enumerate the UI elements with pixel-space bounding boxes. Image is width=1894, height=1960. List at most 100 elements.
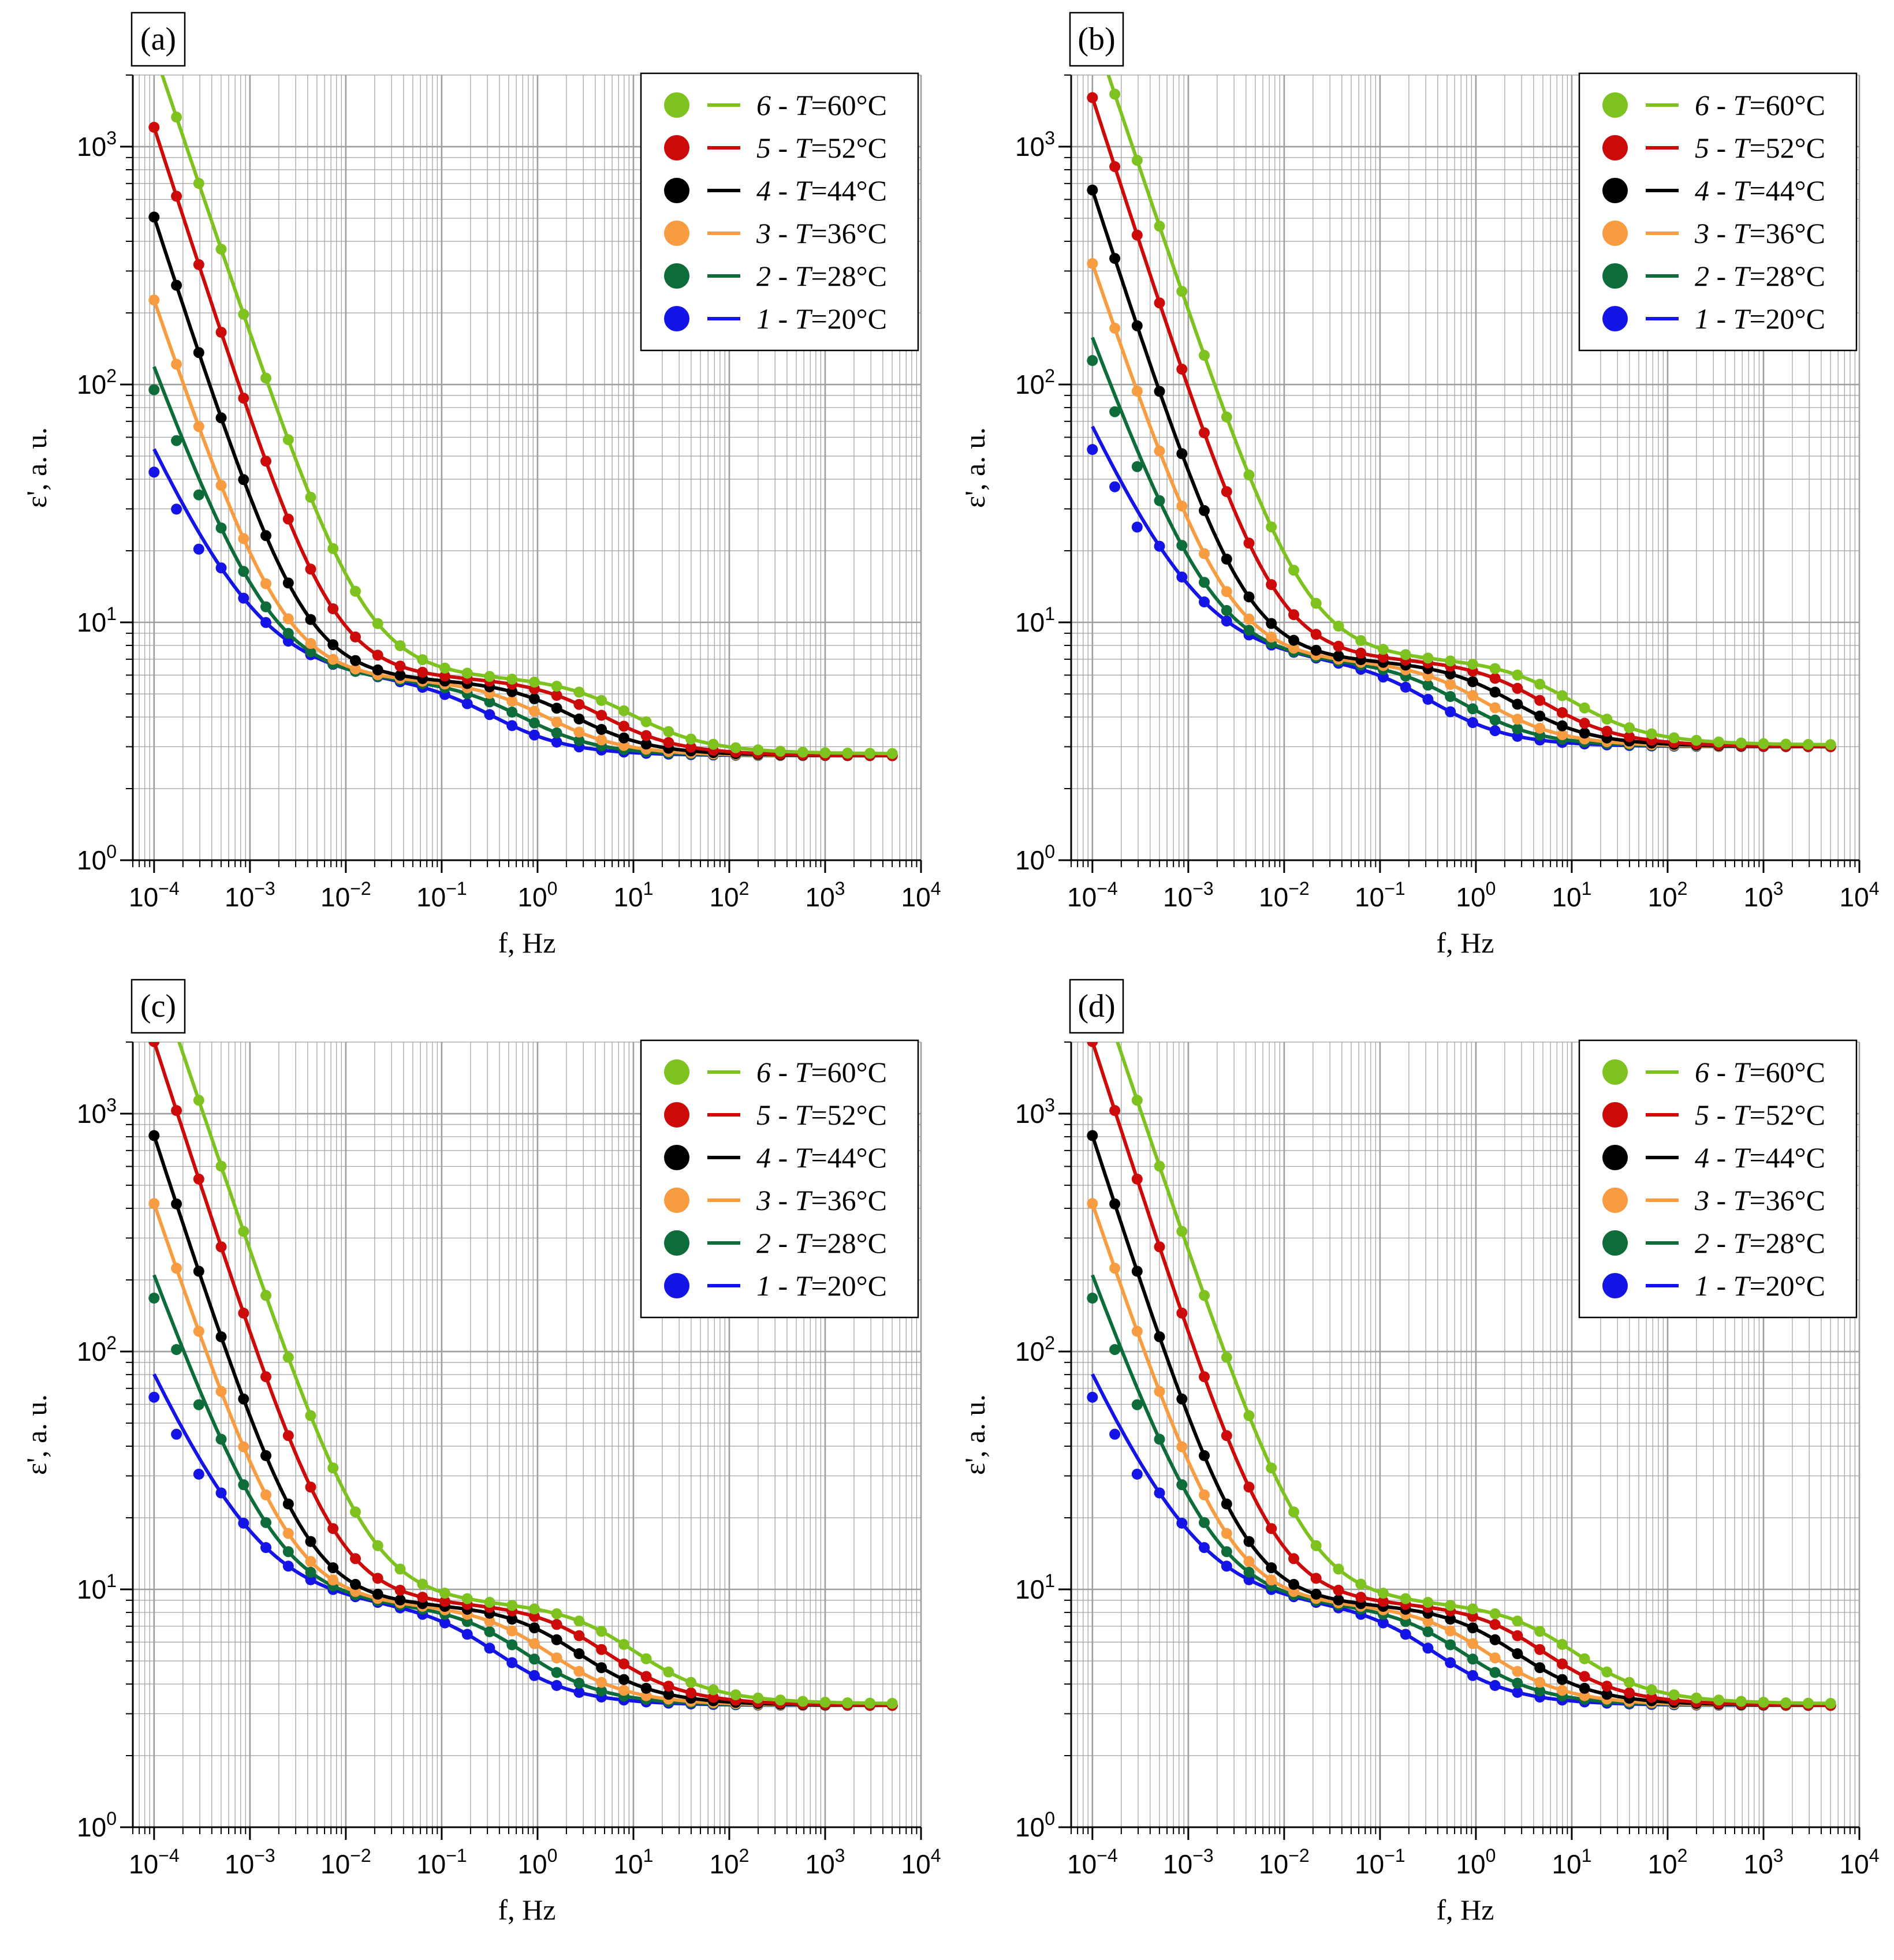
data-point-series-1 — [1176, 1517, 1188, 1529]
data-point-series-3 — [350, 663, 361, 675]
x-axis-title: f, Hz — [1437, 927, 1494, 959]
data-point-series-3 — [596, 1677, 607, 1688]
legend-label: 6 - T=60°C — [756, 89, 887, 121]
data-point-series-5 — [215, 327, 227, 338]
data-point-series-3 — [238, 1441, 249, 1453]
data-point-series-5 — [618, 720, 629, 732]
y-tick-label: 103 — [1015, 128, 1055, 162]
x-tick-exponent: 1 — [643, 878, 654, 899]
x-tick-base: 10 — [517, 882, 547, 912]
data-point-series-6 — [350, 585, 361, 597]
legend-label: 5 - T=52°C — [1695, 1099, 1825, 1131]
legend-series-number: 4 — [756, 174, 771, 207]
x-tick-exponent: −2 — [1288, 1845, 1309, 1866]
legend-label: 2 - T=28°C — [756, 260, 887, 292]
y-tick-exponent: 2 — [1045, 365, 1055, 386]
data-point-series-2 — [305, 1566, 316, 1578]
y-tick-base: 10 — [1015, 845, 1045, 875]
data-point-series-6 — [506, 673, 518, 685]
data-point-series-2 — [1131, 1399, 1143, 1410]
y-tick-label: 101 — [77, 603, 117, 637]
legend-box — [1578, 1039, 1858, 1319]
panel-2: 10−4 10−3 10−2 10−1 100 101 102 103 104100101102… — [959, 12, 1879, 959]
legend-marker — [664, 263, 689, 289]
data-point-series-5 — [573, 1630, 585, 1641]
x-tick-label: 103 — [805, 1845, 845, 1879]
data-point-series-6 — [350, 1506, 361, 1518]
data-point-series-5 — [1556, 707, 1568, 718]
x-tick-base: 10 — [1355, 882, 1384, 912]
data-point-series-2 — [238, 566, 249, 577]
data-point-series-6 — [1377, 1588, 1389, 1599]
data-point-series-6 — [1489, 1608, 1501, 1619]
y-tick-exponent: 2 — [106, 365, 117, 386]
data-point-series-1 — [1467, 717, 1478, 729]
data-point-series-6 — [484, 1597, 495, 1608]
data-point-series-6 — [1512, 669, 1523, 681]
data-point-series-3 — [1131, 386, 1143, 397]
legend-item-4: 4 - T=44°C — [1602, 1141, 1825, 1174]
data-point-series-6 — [797, 1696, 808, 1707]
data-point-series-6 — [864, 1697, 875, 1709]
data-point-series-4 — [171, 279, 182, 291]
data-point-series-4 — [1154, 1331, 1165, 1342]
series-1 — [1087, 1373, 1836, 1711]
x-tick-label: 10−1 — [416, 878, 467, 912]
legend-variable: T — [1733, 260, 1751, 292]
data-point-series-3 — [215, 1386, 227, 1397]
data-point-series-1 — [148, 466, 160, 478]
legend-item-6: 6 - T=60°C — [1602, 1056, 1825, 1088]
data-point-series-6 — [1400, 1593, 1411, 1604]
data-point-series-5 — [1131, 1173, 1143, 1185]
x-tick-base: 10 — [416, 882, 446, 912]
data-point-series-5 — [551, 1619, 562, 1630]
data-point-series-4 — [528, 693, 540, 704]
x-tick-base: 10 — [901, 1849, 931, 1879]
y-tick-label: 102 — [1015, 365, 1055, 400]
data-point-series-5 — [1579, 718, 1590, 729]
legend-label: 4 - T=44°C — [756, 174, 887, 207]
legend-item-1: 1 - T=20°C — [664, 1270, 887, 1302]
data-point-series-3 — [1445, 1625, 1456, 1637]
legend-marker — [1602, 1273, 1628, 1298]
x-tick-label: 101 — [613, 1845, 653, 1879]
x-tick-base: 10 — [805, 1849, 834, 1879]
data-point-series-3 — [551, 716, 562, 728]
data-point-series-5 — [1355, 647, 1367, 659]
data-point-series-1 — [551, 737, 562, 748]
x-axis-title: f, Hz — [498, 927, 556, 959]
legend-series-number: 4 — [756, 1141, 771, 1174]
data-point-series-4 — [1467, 1622, 1478, 1634]
x-tick-base: 10 — [320, 1849, 350, 1879]
data-point-series-4 — [1512, 1648, 1523, 1659]
panel-label-box — [131, 12, 186, 67]
data-point-series-5 — [685, 741, 697, 753]
data-point-series-2 — [260, 601, 271, 613]
data-point-series-5 — [1624, 731, 1635, 742]
legend-temperature: =20°C — [811, 1270, 887, 1302]
x-tick-label: 104 — [1840, 1845, 1880, 1879]
x-tick-label: 10−3 — [225, 878, 275, 912]
legend-label: 1 - T=20°C — [1695, 303, 1825, 335]
panel-label-box — [131, 979, 186, 1034]
data-point-series-1 — [1199, 596, 1210, 608]
data-point-series-5 — [238, 393, 249, 404]
data-point-series-4 — [1243, 1536, 1255, 1547]
axis-ticks — [120, 74, 922, 873]
x-tick-exponent: −2 — [350, 1845, 371, 1866]
data-point-series-6 — [528, 1603, 540, 1615]
data-point-series-6 — [864, 748, 875, 759]
legend-label: 2 - T=28°C — [1695, 1227, 1825, 1259]
legend-temperature: =20°C — [1749, 1270, 1825, 1302]
x-tick-exponent: −4 — [158, 1845, 179, 1866]
panel-label-box — [1069, 12, 1124, 67]
legend-marker — [664, 221, 689, 246]
data-point-series-6 — [596, 695, 607, 706]
data-point-series-6 — [730, 1689, 741, 1701]
data-point-series-6 — [1333, 621, 1344, 632]
legend-series-number: 2 — [756, 260, 771, 292]
y-tick-label: 101 — [77, 1570, 117, 1604]
data-point-series-4 — [148, 1130, 160, 1141]
data-point-series-1 — [461, 698, 473, 710]
data-point-series-6 — [215, 244, 227, 255]
